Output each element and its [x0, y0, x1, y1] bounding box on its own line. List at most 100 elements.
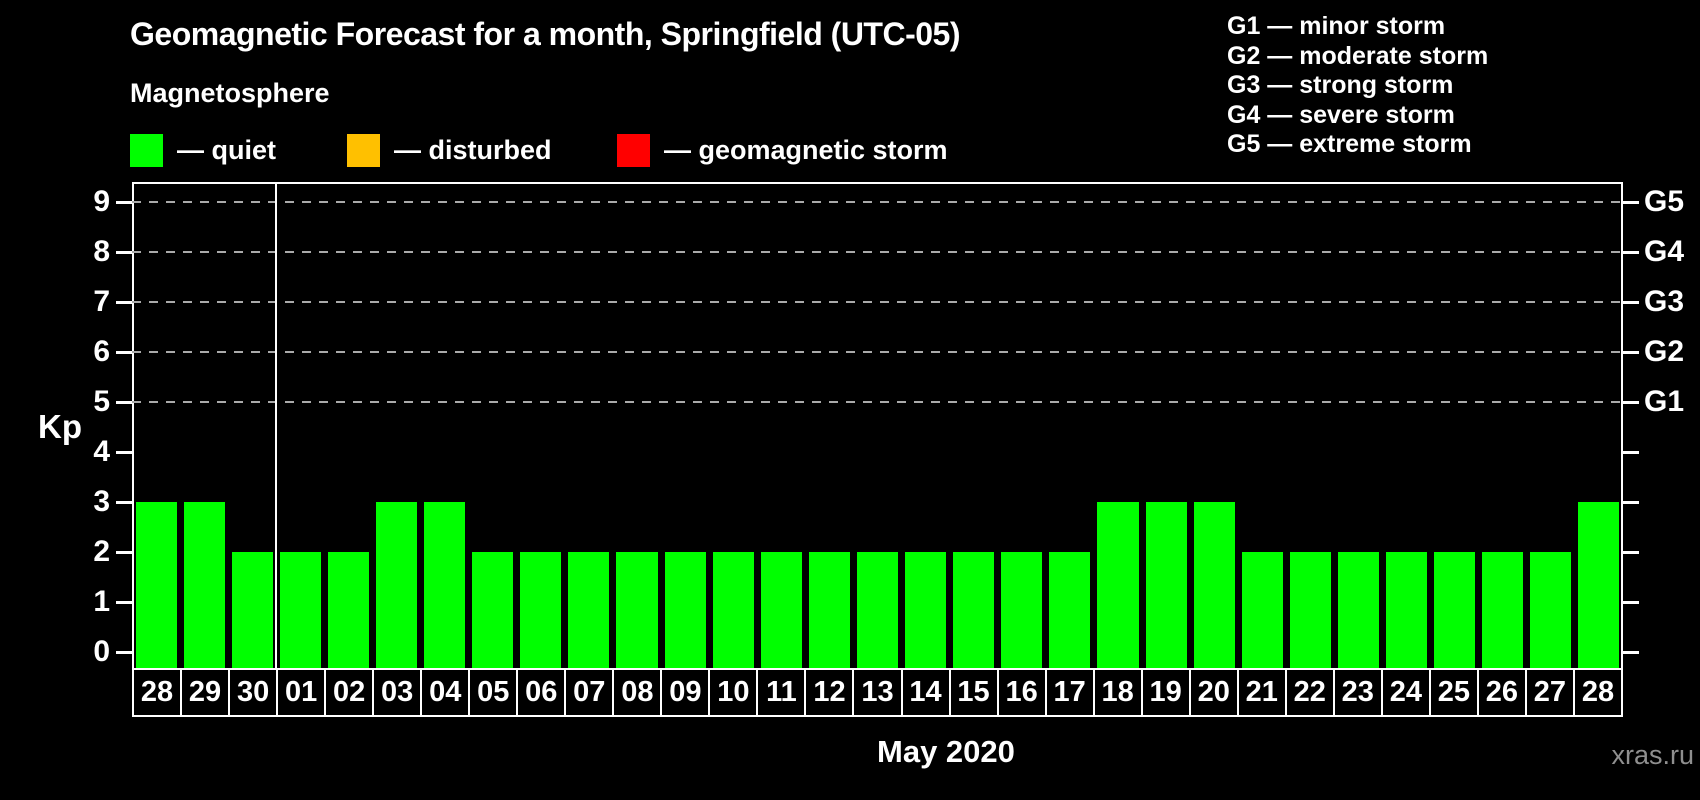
day-cell: 26: [1476, 670, 1525, 715]
legend-item-label: — disturbed: [394, 134, 552, 165]
day-cell: 10: [708, 670, 756, 715]
day-cell: 04: [420, 670, 468, 715]
kp-bar-day-20: [1193, 502, 1235, 668]
day-cell: 29: [180, 670, 228, 715]
legend-item-quiet: — quiet: [130, 130, 276, 170]
kp-bar-day-29: [183, 502, 225, 668]
y-tick-label: 2: [93, 535, 110, 568]
kp-bar-day-30: [231, 552, 273, 668]
day-cell: 23: [1332, 670, 1381, 715]
day-cell: 11: [756, 670, 804, 715]
day-cell: 21: [1236, 670, 1285, 715]
g-axis-label: G3: [1644, 285, 1685, 318]
g-axis-tick: [1623, 450, 1639, 454]
kp-bar-day-28: [135, 502, 177, 668]
y-tick-label: 8: [93, 235, 110, 268]
y-tick-label: 9: [93, 185, 110, 218]
kp-bar-day-17: [1049, 552, 1091, 668]
kp-bar-day-19: [1145, 502, 1187, 668]
kp-bar-day-26: [1482, 552, 1524, 668]
day-cell: 28: [140, 676, 174, 708]
day-cell: 16: [996, 670, 1045, 715]
kp-bar-day-22: [1289, 552, 1331, 668]
grid-line-kp8: [132, 251, 1623, 253]
kp-bar-day-23: [1337, 552, 1379, 668]
kp-bar-day-03: [375, 502, 418, 668]
y-tick-label: 7: [93, 285, 110, 318]
y-axis-tick: [116, 350, 132, 354]
day-cell: 18: [1092, 670, 1141, 715]
legend-swatch-geomagnetic-storm: [617, 133, 650, 167]
magnetosphere-label: Magnetosphere: [130, 78, 330, 108]
kp-bar-day-12: [808, 552, 850, 668]
day-cell: 05: [468, 670, 516, 715]
kp-bar-day-02: [327, 552, 369, 668]
grid-line-kp7: [132, 301, 1623, 303]
g-scale-legend-line: G1 — minor storm: [1227, 12, 1446, 40]
kp-axis-title: Kp: [38, 408, 82, 445]
kp-bar-day-21: [1241, 552, 1283, 668]
day-label-row: 28 29 30 01 02 03 04 05 06 07 08 09 10 11 12 13 14 15 16 17…: [132, 668, 1623, 717]
kp-bar-day-16: [1001, 552, 1043, 668]
g-axis-tick: [1623, 250, 1639, 254]
kp-bar-day-08: [616, 552, 658, 668]
y-axis-tick: [116, 200, 132, 204]
y-tick-label: 4: [93, 435, 110, 468]
kp-bar-day-10: [712, 552, 754, 668]
grid-line-kp9: [132, 201, 1623, 203]
g-scale-legend-line: G2 — moderate storm: [1227, 41, 1489, 70]
legend-item-label: — geomagnetic storm: [664, 134, 948, 165]
grid-line-kp5: [132, 401, 1623, 403]
g-scale-legend: G1 — minor storm G2 — moderate storm G3 — …: [1227, 12, 1488, 160]
watermark: xras.ru: [1611, 740, 1694, 770]
day-cell: 14: [900, 670, 949, 715]
y-axis-tick: [116, 650, 132, 654]
kp-bar-day-18: [1097, 502, 1139, 668]
kp-bar-day-25: [1434, 552, 1476, 668]
g-axis-tick: [1623, 400, 1639, 404]
g-axis-tick: [1623, 600, 1639, 604]
y-axis-tick: [116, 400, 132, 404]
kp-bar-day-07: [568, 552, 610, 668]
y-axis-tick: [116, 550, 132, 554]
y-axis-tick: [116, 450, 132, 454]
g-axis-label: G4: [1644, 235, 1685, 268]
g-axis-tick: [1623, 500, 1639, 504]
kp-bar-day-04: [424, 502, 466, 668]
day-cell: 19: [1140, 670, 1189, 715]
y-axis-tick: [116, 600, 132, 604]
day-cell: 28: [1572, 670, 1621, 715]
day-cell: 13: [852, 670, 900, 715]
day-cell: 17: [1044, 670, 1093, 715]
day-cell: 02: [324, 670, 372, 715]
day-cell: 25: [1428, 670, 1477, 715]
g-axis-tick: [1623, 350, 1639, 354]
kp-bar-day-27: [1530, 552, 1572, 668]
kp-bar-day-06: [520, 552, 562, 668]
g-axis-label: G1: [1644, 385, 1685, 418]
legend-item-geomagnetic-storm: — geomagnetic storm: [617, 130, 948, 170]
g-axis-label: G5: [1644, 185, 1685, 218]
legend-item-disturbed: — disturbed: [347, 130, 552, 170]
kp-bar-day-28: [1578, 502, 1620, 668]
y-tick-label: 3: [93, 485, 110, 518]
x-axis-title: May 2020: [877, 734, 1015, 769]
grid-line-kp6: [132, 351, 1623, 353]
g-scale-legend-line: G4 — severe storm: [1227, 100, 1455, 129]
g-axis-tick: [1623, 300, 1639, 304]
y-tick-label: 5: [93, 385, 110, 418]
day-cell: 01: [276, 670, 324, 715]
kp-bar-day-05: [472, 552, 514, 668]
day-cell: 15: [948, 670, 997, 715]
kp-bar-day-11: [760, 552, 802, 668]
g-scale-legend-line: G3 — strong storm: [1227, 71, 1454, 100]
chart-title: Geomagnetic Forecast for a month, Spring…: [130, 16, 960, 52]
kp-bar-day-13: [856, 552, 899, 668]
kp-bar-day-14: [905, 552, 947, 668]
g-axis-tick: [1623, 200, 1639, 204]
y-axis-tick: [116, 300, 132, 304]
day-cell: 07: [564, 670, 612, 715]
kp-bar-day-15: [953, 552, 995, 668]
plot-area-border: [132, 182, 1623, 668]
